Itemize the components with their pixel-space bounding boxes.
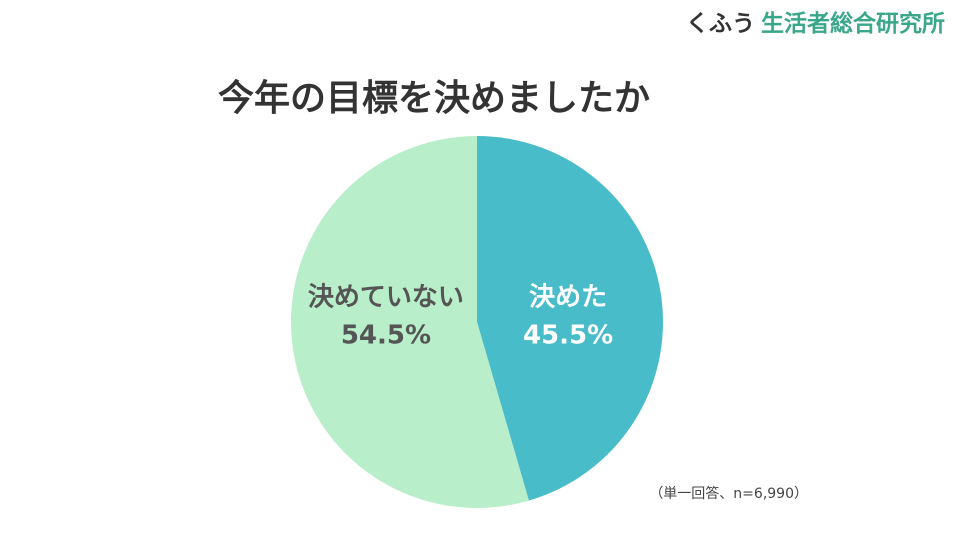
- brand-sub: 生活者総合研究所: [761, 10, 945, 37]
- slice-value-label: 45.5%: [523, 321, 613, 351]
- pie-slice: [291, 136, 529, 508]
- note: （単一回答、n=6,990）: [649, 485, 808, 502]
- slice-category-label: 決めた: [529, 283, 607, 313]
- brand-name: くふう: [686, 11, 755, 37]
- pie-slice: [477, 136, 663, 501]
- brand: くふう 生活者総合研究所: [686, 10, 945, 37]
- pie: 決めた 45.5% 決めていない 54.5%: [291, 136, 663, 508]
- slice-category-label: 決めていない: [308, 283, 464, 313]
- slice-value-label: 54.5%: [341, 321, 431, 351]
- chart-title: 今年の目標を決めましたか: [218, 78, 650, 119]
